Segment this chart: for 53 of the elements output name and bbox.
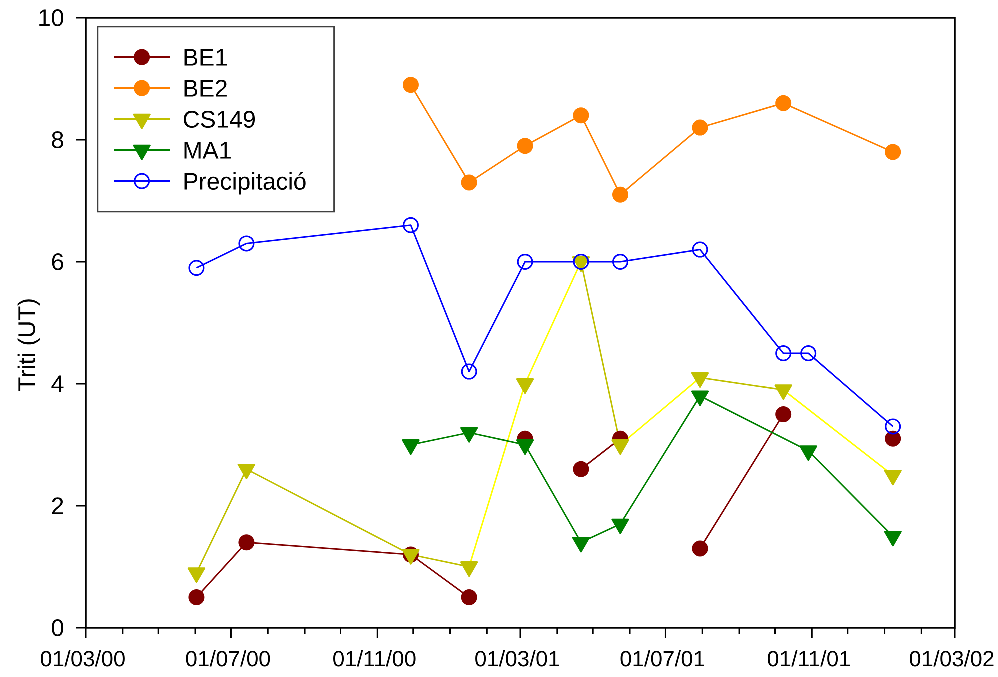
point: [517, 138, 534, 154]
point: [517, 254, 534, 270]
x-tick-label: 01/11/00: [334, 650, 416, 667]
point: [238, 236, 255, 252]
point: [885, 144, 902, 160]
point: [188, 260, 205, 276]
point: [573, 108, 590, 124]
point: [692, 120, 708, 136]
legend-label: BE2: [184, 80, 227, 97]
y-tick-label: 4: [52, 376, 64, 392]
point: [572, 537, 590, 553]
point: [516, 440, 534, 456]
y-tick-label: 0: [52, 620, 64, 636]
point: [776, 95, 792, 112]
point: [692, 242, 708, 258]
point: [691, 390, 710, 406]
x-tick-label: 01/03/00: [41, 650, 125, 667]
point: [800, 446, 818, 462]
x-tick-label: 01/03/02: [910, 650, 994, 667]
y-tick-label: 6: [52, 254, 64, 270]
point: [884, 470, 902, 486]
point: [691, 372, 710, 388]
point: [461, 174, 478, 191]
legend-label: Precipitació: [184, 172, 306, 195]
y-tick-label: 10: [40, 10, 64, 26]
point: [402, 440, 420, 456]
y-tick-label: 2: [52, 498, 64, 514]
point: [238, 464, 256, 480]
legend-label: CS149: [184, 111, 256, 128]
point: [460, 427, 478, 443]
point: [884, 531, 902, 547]
point: [612, 186, 628, 203]
point: [612, 518, 630, 534]
point: [188, 568, 206, 584]
point: [800, 346, 817, 362]
point: [612, 254, 628, 270]
point: [776, 346, 792, 362]
x-tick-label: 01/11/01: [768, 650, 850, 667]
legend-label: BE1: [184, 49, 227, 66]
point: [774, 384, 792, 400]
point: [402, 77, 419, 94]
point: [402, 217, 419, 234]
y-axis-title: Triti (UT): [18, 300, 40, 392]
point: [461, 364, 478, 380]
x-tick-label: 01/03/01: [476, 650, 560, 667]
point: [573, 254, 590, 270]
x-tick-label: 01/07/00: [186, 650, 270, 667]
x-tick-label: 01/07/01: [620, 650, 704, 667]
legend-label: MA1: [184, 142, 231, 159]
y-tick-label: 8: [52, 132, 64, 148]
point: [516, 378, 534, 394]
point: [612, 440, 630, 456]
point: [460, 562, 478, 578]
